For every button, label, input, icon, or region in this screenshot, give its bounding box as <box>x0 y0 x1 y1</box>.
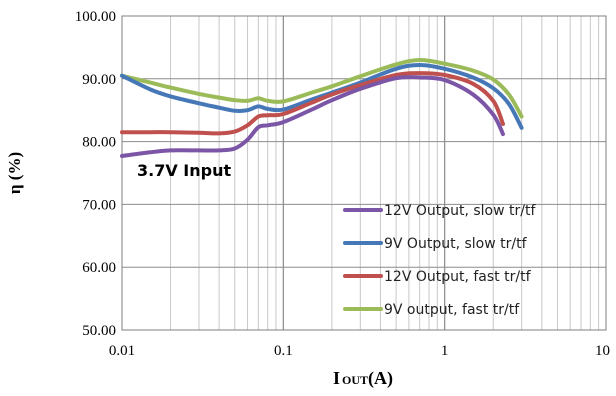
y-tick-label: 80.00 <box>82 135 116 151</box>
y-tick-label: 90.00 <box>82 72 116 88</box>
series-line-2 <box>120 63 524 130</box>
legend-label-2: 9V Output, slow tr/tf <box>384 236 528 252</box>
x-tick-label: 10 <box>595 343 610 359</box>
input-voltage-annotation: 3.7V Input <box>137 161 231 180</box>
legend-label-3: 12V Output, fast tr/tf <box>384 269 532 285</box>
x-axis-title-subscript: OUT <box>342 373 368 387</box>
legend-label-1: 12V Output, slow tr/tf <box>384 203 536 219</box>
series-line-1 <box>120 75 505 158</box>
x-axis-title: I OUT(A) <box>333 368 393 389</box>
x-tick-labels: 0.01 0.1 1 10 <box>109 343 610 359</box>
y-tick-label: 60.00 <box>82 260 116 276</box>
x-axis-title-unit: (A) <box>368 368 393 389</box>
plot-area-frame <box>121 15 607 331</box>
y-tick-label: 100.00 <box>75 9 116 25</box>
x-axis-title-main: I <box>333 368 340 388</box>
x-tick-label: 0.01 <box>109 343 135 359</box>
y-axis-title: η (%) <box>5 152 24 194</box>
y-tick-label: 70.00 <box>82 197 116 213</box>
legend: 12V Output, slow tr/tf 9V Output, slow tr… <box>343 203 536 318</box>
y-tick-label: 50.00 <box>82 323 116 339</box>
x-tick-label: 1 <box>441 343 449 359</box>
series-line-4 <box>120 57 524 119</box>
y-tick-labels: 50.00 60.00 70.00 80.00 90.00 100.00 <box>75 9 116 339</box>
x-tick-label: 0.1 <box>274 343 293 359</box>
series-line-3 <box>120 71 505 136</box>
series-lines <box>120 57 524 158</box>
legend-label-4: 9V output, fast tr/tf <box>384 302 520 318</box>
